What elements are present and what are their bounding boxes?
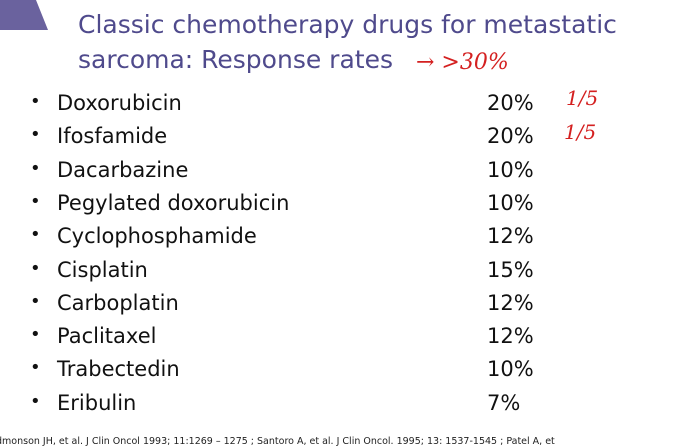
drug-name: Carboplatin xyxy=(57,290,179,315)
title-line: Classic chemotherapy drugs for metastati… xyxy=(78,10,617,39)
bullet: • xyxy=(30,324,41,346)
drug-name: Eribulin xyxy=(57,390,137,415)
handwritten-note: → >30% xyxy=(416,50,509,75)
bullet: • xyxy=(30,91,41,112)
bullet: • xyxy=(30,124,41,146)
title-line: sarcoma: Response rates xyxy=(78,45,393,74)
handwritten-note: 1/5 xyxy=(564,120,597,144)
bullet: • xyxy=(30,157,41,179)
drug-name: Trabectedin xyxy=(57,357,180,382)
response-rate: 10% xyxy=(487,157,534,182)
response-rate: 10% xyxy=(487,190,534,215)
response-rate: 12% xyxy=(487,324,534,349)
drug-name: Doxorubicin xyxy=(57,91,182,115)
drug-name: Cyclophosphamide xyxy=(57,224,257,249)
handwritten-note: 1/5 xyxy=(566,86,599,110)
drug-name: Paclitaxel xyxy=(57,324,157,349)
response-rate: 20% xyxy=(487,91,534,115)
response-rate: 15% xyxy=(487,257,534,282)
bullet: • xyxy=(30,190,41,212)
tab-shape xyxy=(0,0,48,30)
response-rate: 20% xyxy=(487,124,534,149)
bullet: • xyxy=(30,390,41,412)
bullet: • xyxy=(30,290,41,312)
response-rate: 12% xyxy=(487,290,534,315)
bullet: • xyxy=(30,357,41,379)
response-rate: 12% xyxy=(487,224,534,249)
response-rate: 10% xyxy=(487,357,534,382)
drug-name: Cisplatin xyxy=(57,257,148,282)
drug-name: Pegylated doxorubicin xyxy=(57,190,290,215)
bullet: • xyxy=(30,224,41,246)
response-rate: 7% xyxy=(487,390,521,415)
drug-name: Ifosfamide xyxy=(57,124,168,149)
corner-tab xyxy=(0,0,48,30)
drug-name: Dacarbazine xyxy=(57,157,189,182)
bullet: • xyxy=(30,257,41,279)
citation: dmonson JH, et al. J Clin Oncol 1993; 11… xyxy=(0,436,555,447)
